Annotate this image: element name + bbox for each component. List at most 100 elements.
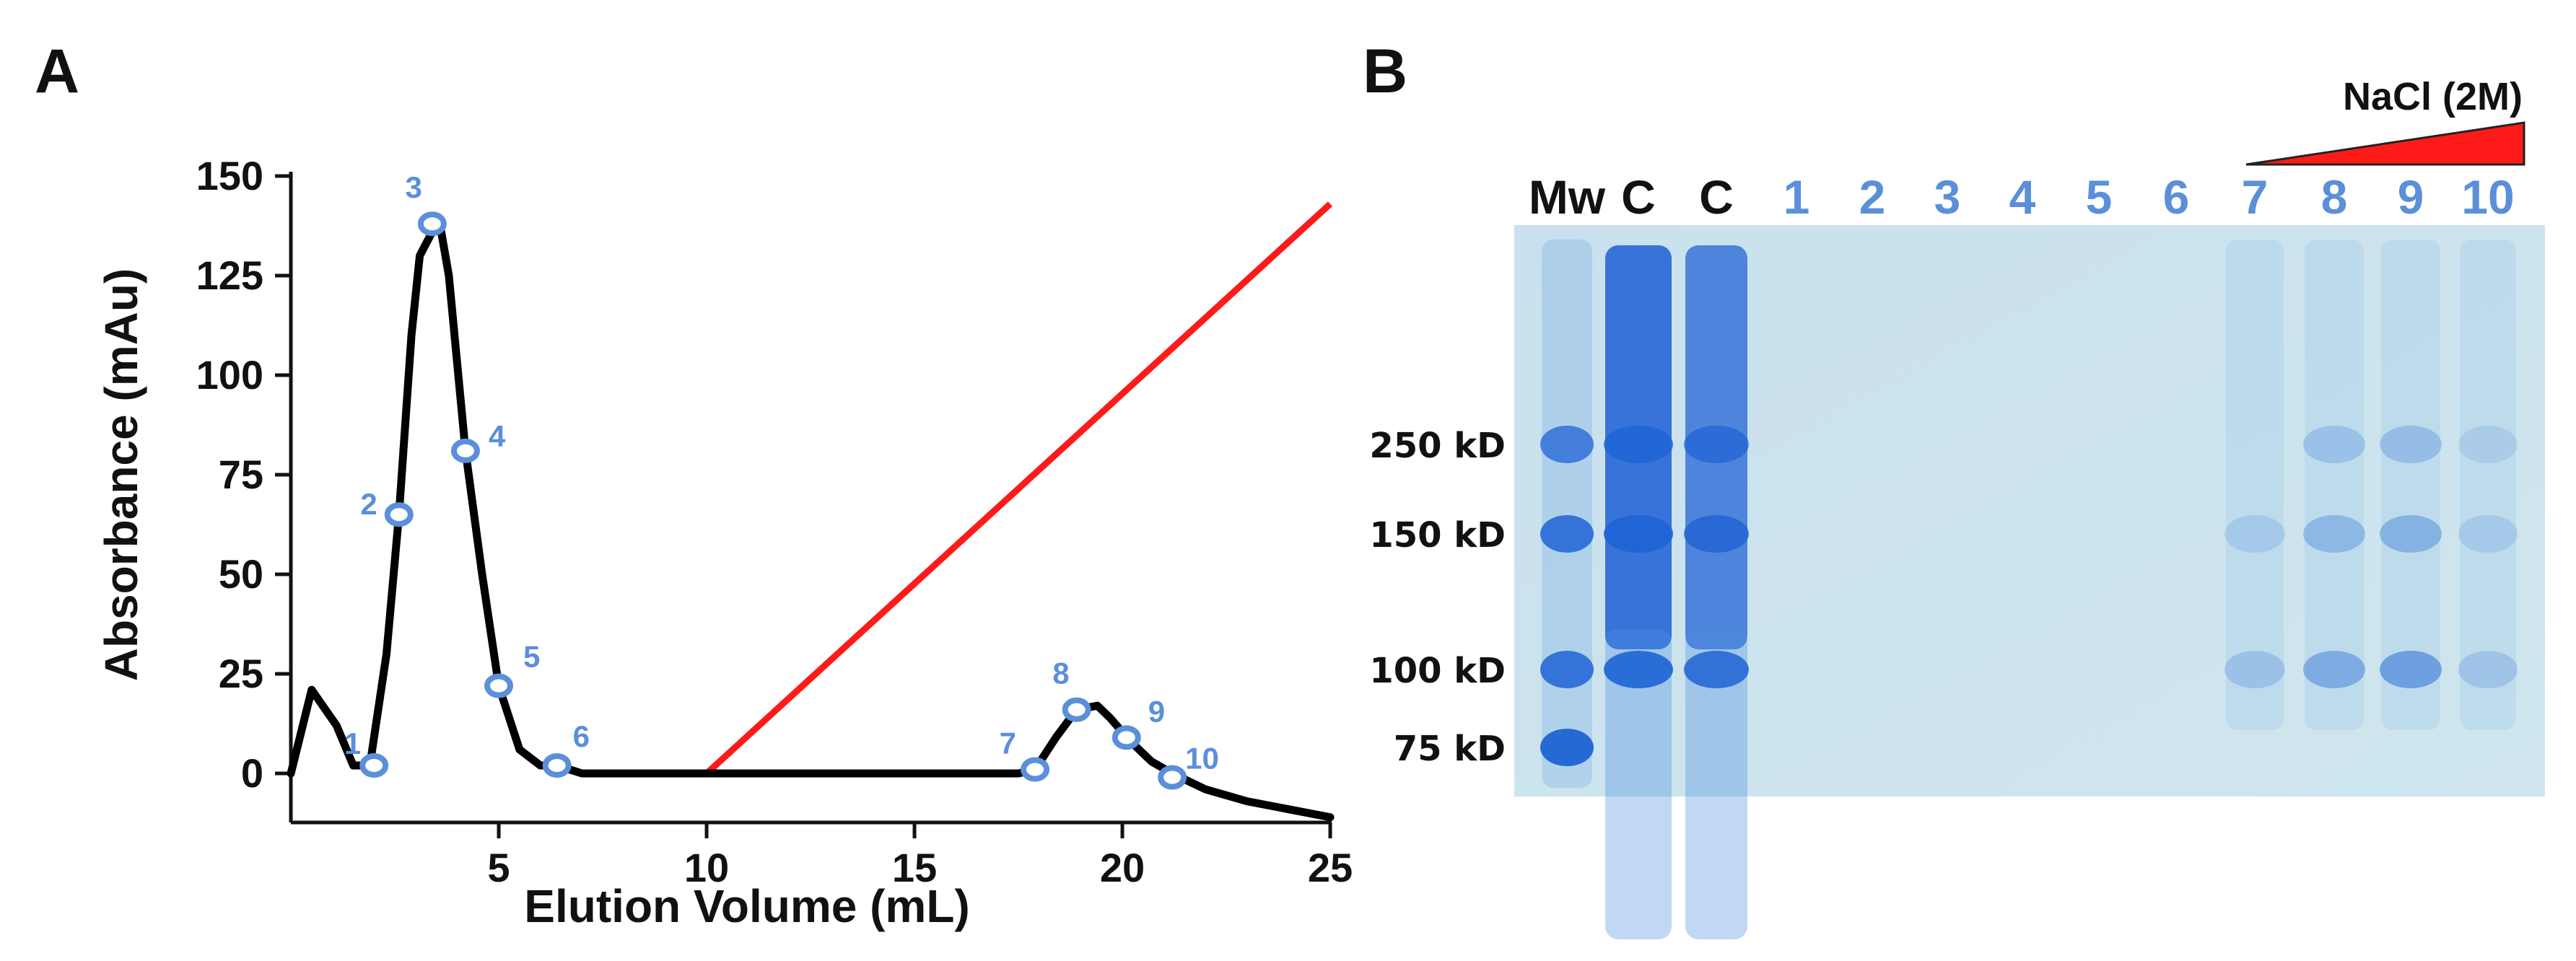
lane-label: 7 [2242,170,2269,224]
chromatogram-chart: 0 25 50 75 100 125 150 5 10 15 20 25 1 2 3 4 5 6 7 8 9 10 El… [95,153,1353,932]
absorbance-series-line [287,224,1335,822]
nacl-gradient-label: NaCl (2M) [2343,75,2523,118]
fraction-label: 3 [405,170,422,204]
gel-band [1684,651,1749,688]
x-tick-label: 15 [892,845,937,890]
gel-band [1540,729,1594,766]
fraction-point [1062,697,1091,722]
lane-labels: Mw C C 1 2 3 4 5 6 7 8 9 10 [1529,170,2515,224]
gel-band [1604,515,1673,553]
fraction-point [484,673,513,698]
lane-smear [1605,629,1672,939]
lane-label: 9 [2398,170,2424,224]
gel-band [1684,515,1749,553]
lane-label: Mw [1529,170,1606,224]
y-tick-label: 125 [196,253,263,298]
nacl-gradient-wedge [2245,121,2525,166]
x-axis-title: Elution Volume (mL) [524,880,969,932]
lane-label: 4 [2009,170,2036,224]
fraction-label: 6 [573,719,590,753]
gel-lane [2303,240,2365,730]
panel-a-letter: A [35,37,79,106]
fraction-point [1158,765,1187,790]
lane-label: 6 [2163,170,2190,224]
fraction-point [450,438,480,463]
lane-smear [2381,240,2440,730]
gel-band [2380,426,2442,463]
gel-band [2224,651,2285,688]
gel-band [2380,515,2442,553]
gel-band [2303,426,2365,463]
y-tick-label: 75 [219,452,263,497]
lane-smear [1542,240,1592,788]
fraction-point [384,502,414,527]
gel-band [2458,651,2518,688]
fraction-label: 1 [344,727,361,760]
molecular-weight-markers: 250 kD 150 kD 100 kD 75 kD [1369,426,1506,769]
gel-band [2458,515,2518,553]
y-tick-label: 50 [219,551,263,597]
nacl-gradient-line [704,201,1333,776]
fraction-markers: 1 2 3 4 5 6 7 8 9 10 [344,170,1219,790]
gel-band [1604,651,1673,688]
lane-label: 5 [2086,170,2113,224]
y-tick-label: 150 [196,153,263,198]
gel-band [2303,515,2365,553]
gel-image [1514,225,2545,939]
fraction-label: 4 [489,419,506,453]
fraction-label: 10 [1185,742,1219,776]
gel-lane [2380,240,2442,730]
fraction-label: 2 [360,487,377,521]
x-tick-label: 20 [1100,845,1145,890]
gel-lane [1684,245,1749,939]
lane-smear [2305,240,2364,730]
x-tick-label: 25 [1308,845,1353,890]
lane-smear [1685,629,1747,939]
x-tick-label: 10 [684,845,729,890]
gel-lane [1540,240,1594,788]
mw-marker-label: 250 kD [1369,426,1506,466]
gel-band [1540,515,1594,553]
x-tick-label: 5 [487,845,510,890]
fraction-point [542,752,572,778]
y-tick-label: 25 [219,651,263,696]
absorbance-trace [287,224,1335,822]
lane-label: 3 [1934,170,1961,224]
lane-smear [2460,240,2516,730]
lane-smear [2226,240,2284,730]
fraction-point [359,752,389,778]
gradient-series-line [704,201,1333,776]
gel-lane [2458,240,2518,730]
fraction-point [1021,757,1050,782]
mw-marker-label: 100 kD [1369,651,1506,691]
mw-marker-label: 75 kD [1394,729,1506,769]
y-tick-label: 0 [241,750,263,796]
fraction-label: 8 [1052,657,1069,690]
lane-label: 8 [2321,170,2348,224]
y-axis-title: Absorbance (mAu) [95,268,147,682]
lane-label: C [1699,170,1734,224]
panel-b-letter: B [1363,37,1407,106]
fraction-label: 9 [1148,694,1165,728]
gel-band [2458,426,2518,463]
gel-band [1684,426,1749,463]
lane-label: 1 [1783,170,1810,224]
lane-label: 2 [1859,170,1886,224]
gel-band [2303,651,2365,688]
gel-lane [1604,245,1673,939]
fraction-label: 5 [523,640,540,674]
gel-band [1604,426,1673,463]
fraction-point [417,211,447,237]
gel-band [1540,651,1594,688]
fraction-point [1112,725,1141,750]
y-tick-label: 100 [196,352,263,398]
lane-label: 10 [2461,170,2514,224]
lane-label: C [1621,170,1656,224]
gel-lane [2224,240,2285,730]
gel-band [2380,651,2442,688]
mw-marker-label: 150 kD [1369,515,1506,556]
fraction-label: 7 [1000,726,1016,760]
